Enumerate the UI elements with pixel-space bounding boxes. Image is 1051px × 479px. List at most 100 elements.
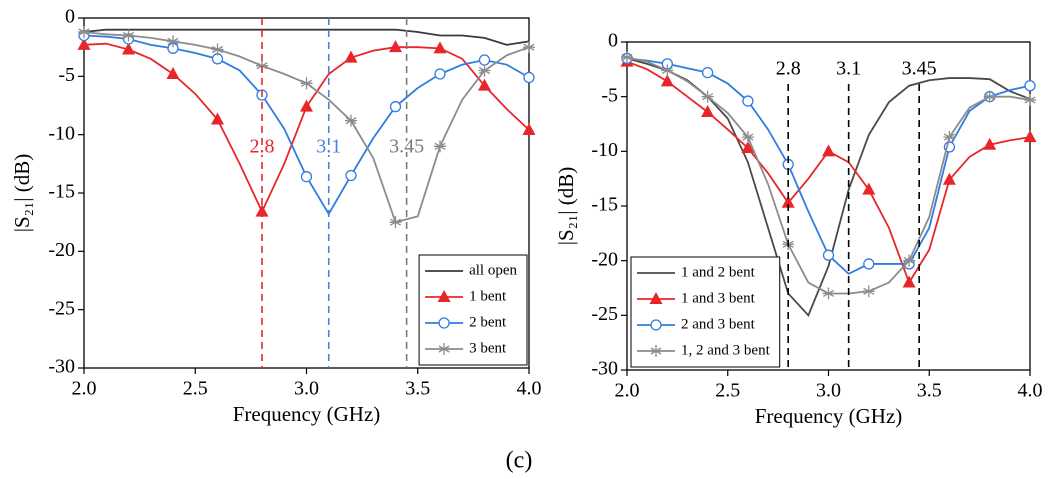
y-tick-label: -25 xyxy=(48,297,75,319)
marker-star xyxy=(741,131,754,144)
marker-triangle xyxy=(166,67,180,79)
marker-star xyxy=(122,29,135,42)
marker-star xyxy=(862,285,875,298)
marker-circle xyxy=(523,71,535,84)
series-line xyxy=(83,42,530,214)
marker-triangle xyxy=(862,182,876,195)
legend-label: 1 bent xyxy=(469,288,507,304)
series-line xyxy=(626,60,1031,285)
marker-triangle xyxy=(660,74,674,87)
marker-circle xyxy=(1024,80,1036,92)
legend-box xyxy=(418,254,528,366)
marker-star xyxy=(256,59,268,72)
series-line xyxy=(83,28,530,46)
marker-triangle xyxy=(741,141,755,154)
x-tick-label: 3.0 xyxy=(816,380,841,402)
marker-circle xyxy=(478,54,491,66)
legend-marker xyxy=(650,345,662,357)
y-tick-label: -10 xyxy=(591,139,618,161)
x-tick-label: 3.5 xyxy=(405,378,430,400)
marker-star xyxy=(300,77,313,90)
x-axis-label: Frequency (GHz) xyxy=(755,404,903,428)
reference-label: 3.45 xyxy=(902,58,937,80)
caption: (c) xyxy=(506,448,533,474)
marker-triangle xyxy=(522,123,536,135)
legend-label: 3 bent xyxy=(469,340,507,356)
legend-label: 1 and 2 bent xyxy=(681,264,756,280)
y-tick-label: -10 xyxy=(48,122,75,144)
legend-marker xyxy=(437,290,451,302)
reference-label: 3.1 xyxy=(316,136,341,158)
marker-triangle xyxy=(211,112,224,125)
plot: 0 -5 -10 -15 -20 -25 -302.0 2.5 3.0 3.5 4.0 Frequen… xyxy=(554,30,1043,428)
y-axis-label: |S₂₁| (dB) xyxy=(10,154,34,232)
y-tick-label: 0 xyxy=(65,6,75,28)
marker-triangle xyxy=(942,172,956,185)
marker-triangle xyxy=(344,50,358,63)
marker-circle xyxy=(345,169,357,182)
y-tick-label: -30 xyxy=(591,358,618,380)
x-tick-label: 4.0 xyxy=(1018,380,1043,402)
marker-triangle xyxy=(389,40,402,53)
marker-triangle xyxy=(122,42,135,55)
x-tick-label: 2.0 xyxy=(72,378,97,400)
reference-label: 3.1 xyxy=(836,58,861,80)
marker-circle xyxy=(389,101,402,113)
marker-star xyxy=(822,287,835,300)
marker-star xyxy=(167,35,179,48)
legend-label: 2 and 3 bent xyxy=(681,316,756,332)
x-tick-label: 2.5 xyxy=(715,380,740,402)
legend-label: 1 and 3 bent xyxy=(681,290,756,306)
reference-label: 3.45 xyxy=(389,136,424,158)
y-tick-label: -25 xyxy=(591,303,618,325)
marker-triangle xyxy=(822,144,835,157)
marker-star xyxy=(211,43,224,56)
legend-marker xyxy=(438,317,450,329)
marker-circle xyxy=(434,68,446,80)
y-tick-label: -15 xyxy=(48,181,75,203)
reference-label: 2.8 xyxy=(776,58,801,80)
y-tick-label: -5 xyxy=(58,64,75,86)
reference-label: 2.8 xyxy=(250,136,275,158)
y-tick-label: -30 xyxy=(48,356,75,378)
series-line xyxy=(626,57,1031,275)
legend-label: 2 bent xyxy=(469,314,507,330)
y-tick-label: 0 xyxy=(608,30,618,52)
marker-circle xyxy=(742,95,754,107)
marker-star xyxy=(523,41,535,54)
legend-label: all open xyxy=(469,262,517,278)
legend-label: 1, 2 and 3 bent xyxy=(681,342,771,358)
legend-marker xyxy=(650,319,662,331)
marker-star xyxy=(701,90,714,103)
y-axis-label: |S₂₁| (dB) xyxy=(554,167,578,245)
marker-triangle xyxy=(983,137,997,150)
x-axis-label: Frequency (GHz) xyxy=(233,402,381,426)
marker-triangle xyxy=(433,41,447,54)
marker-star xyxy=(903,254,916,267)
y-tick-label: -15 xyxy=(591,194,618,216)
x-tick-label: 4.0 xyxy=(517,378,542,400)
marker-triangle xyxy=(781,195,795,208)
legend-marker xyxy=(649,292,663,304)
marker-star xyxy=(983,90,996,103)
y-tick-label: -20 xyxy=(48,239,75,261)
marker-circle xyxy=(863,258,875,270)
x-tick-label: 3.0 xyxy=(294,378,319,400)
marker-star xyxy=(345,114,357,127)
marker-triangle xyxy=(478,78,491,91)
marker-triangle xyxy=(1023,130,1037,143)
marker-triangle xyxy=(902,275,916,288)
plot: 0 -5 -10 -15 -20 -25 -302.0 2.5 3.0 3.5 4.0 Frequen… xyxy=(10,6,542,426)
marker-star xyxy=(389,216,402,229)
marker-star xyxy=(661,64,674,77)
x-tick-label: 2.0 xyxy=(615,380,640,402)
x-tick-label: 3.5 xyxy=(917,380,942,402)
marker-triangle xyxy=(701,104,715,117)
y-tick-label: -5 xyxy=(601,84,618,106)
marker-circle xyxy=(701,66,714,79)
series-line xyxy=(83,31,530,224)
marker-circle xyxy=(300,171,313,183)
marker-star xyxy=(943,131,956,144)
legend-marker xyxy=(438,343,451,355)
series-line xyxy=(83,34,530,216)
